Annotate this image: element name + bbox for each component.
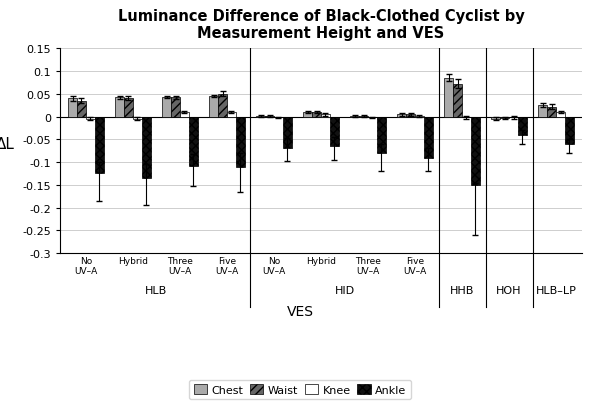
- Bar: [304, 113, 312, 117]
- Bar: [397, 115, 406, 117]
- Bar: [274, 117, 283, 118]
- Text: HOH: HOH: [496, 285, 522, 295]
- Bar: [95, 117, 104, 174]
- Bar: [142, 117, 151, 179]
- Bar: [556, 113, 565, 117]
- Y-axis label: ΔL: ΔL: [0, 136, 15, 151]
- Bar: [209, 97, 218, 117]
- Bar: [162, 98, 171, 117]
- Text: HLB: HLB: [145, 285, 167, 295]
- Bar: [445, 79, 453, 117]
- Text: HID: HID: [334, 285, 355, 295]
- Title: Luminance Difference of Black-Clothed Cyclist by
Measurement Height and VES: Luminance Difference of Black-Clothed Cy…: [118, 9, 524, 41]
- Bar: [124, 99, 133, 117]
- Bar: [424, 117, 433, 158]
- Bar: [218, 94, 227, 117]
- Bar: [189, 117, 197, 166]
- Bar: [415, 116, 424, 117]
- Bar: [453, 85, 462, 117]
- Bar: [509, 117, 518, 118]
- Bar: [330, 117, 338, 147]
- Bar: [538, 106, 547, 117]
- Bar: [565, 117, 574, 144]
- Bar: [133, 117, 142, 119]
- Bar: [115, 98, 124, 117]
- Bar: [406, 115, 415, 117]
- Bar: [256, 116, 265, 117]
- Bar: [350, 116, 359, 117]
- Bar: [236, 117, 245, 167]
- Bar: [86, 117, 95, 119]
- Bar: [359, 116, 368, 117]
- Bar: [227, 113, 236, 117]
- Text: VES: VES: [287, 304, 314, 318]
- Bar: [547, 107, 556, 117]
- Text: HHB: HHB: [450, 285, 474, 295]
- Bar: [368, 117, 377, 118]
- Bar: [180, 113, 189, 117]
- Bar: [77, 101, 86, 117]
- Bar: [462, 117, 471, 118]
- Bar: [283, 117, 292, 148]
- Text: HLB–LP: HLB–LP: [536, 285, 577, 295]
- Bar: [321, 115, 330, 117]
- Bar: [377, 117, 386, 154]
- Bar: [518, 117, 527, 135]
- Bar: [68, 99, 77, 117]
- Bar: [471, 117, 480, 185]
- Bar: [500, 117, 509, 119]
- Bar: [491, 117, 500, 119]
- Bar: [171, 98, 180, 117]
- Bar: [265, 116, 274, 117]
- Bar: [312, 113, 321, 117]
- Legend: Chest, Waist, Knee, Ankle: Chest, Waist, Knee, Ankle: [189, 380, 411, 399]
